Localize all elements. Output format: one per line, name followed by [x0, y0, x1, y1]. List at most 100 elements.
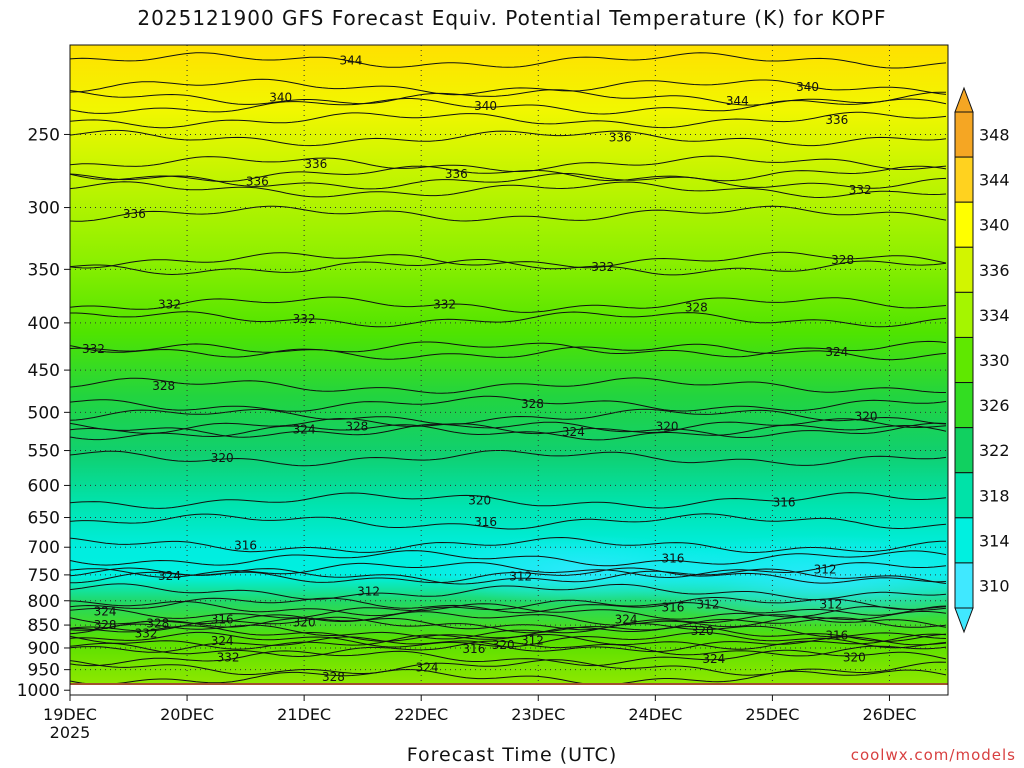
contour-label: 324: [702, 652, 725, 666]
contour-label: 320: [656, 420, 679, 434]
y-tick-label: 400: [28, 314, 60, 334]
contour-label: 332: [82, 342, 105, 356]
contour-label: 332: [293, 312, 316, 326]
colorbar-label: 340: [979, 216, 1010, 235]
contour-line: [70, 251, 947, 269]
contour-line: [70, 296, 947, 313]
y-tick-label: 350: [28, 260, 60, 280]
y-tick-label: 750: [28, 566, 60, 586]
contour-label: 316: [661, 601, 684, 615]
contour-label: 340: [269, 91, 292, 105]
x-year-label: 2025: [50, 723, 91, 742]
contour-line: [70, 631, 947, 649]
x-tick-label: 19DEC: [43, 705, 97, 724]
y-tick-label: 900: [28, 639, 60, 659]
contour-label: 340: [796, 80, 819, 94]
x-axis: 19DEC 20DEC 21DEC 22DEC 23DEC 24DEC 25DEC 26DEC…: [43, 695, 916, 742]
contour-line: [70, 550, 947, 567]
contour-label: 312: [509, 569, 532, 583]
contour-line: [70, 603, 947, 620]
contour-line: [70, 599, 947, 617]
y-tick-label: 800: [28, 592, 60, 612]
y-tick-label: 300: [28, 199, 60, 219]
contour-label: 324: [562, 425, 585, 439]
colorbar-swatch: [954, 562, 974, 609]
contour-label: 316: [773, 495, 796, 509]
contour-line: [70, 633, 947, 650]
y-axis: 250 300 350 400 450 500 550 600 650 700 750 800 850 9…: [17, 125, 70, 701]
grid-lines: [70, 45, 948, 685]
contour-label: 312: [819, 598, 842, 612]
colorbar-label: 348: [979, 126, 1010, 145]
contour-label: 316: [825, 628, 848, 642]
ground-surface: [70, 683, 948, 685]
contour-label: 328: [521, 397, 544, 411]
contour-label: 316: [474, 515, 497, 529]
contour-line: [70, 597, 947, 614]
contour-label: 332: [135, 626, 158, 640]
contour-lines: [70, 52, 947, 685]
contour-label: 336: [445, 167, 468, 181]
x-axis-label: Forecast Time (UTC): [406, 744, 618, 766]
chart-title: 2025121900 GFS Forecast Equiv. Potential…: [137, 6, 887, 30]
contour-label: 328: [152, 379, 175, 393]
contour-line: [70, 311, 947, 328]
contour-label: 336: [609, 131, 632, 145]
contour-line: [70, 408, 947, 425]
contour-label: 312: [697, 598, 720, 612]
colorbar-swatch: [954, 336, 974, 384]
contour-line: [70, 421, 947, 438]
x-tick-label: 26DEC: [862, 705, 916, 724]
contour-label: 340: [474, 99, 497, 113]
contour-line: [70, 424, 947, 441]
contour-label: 324: [825, 345, 848, 359]
contour-labels: 3443403403403443363363363363363363323323…: [82, 54, 878, 684]
colorbar-swatch: [954, 427, 974, 474]
cold-core-mid: [420, 535, 740, 605]
contour-line: [70, 513, 947, 530]
contour-label: 312: [521, 633, 544, 647]
contour-label: 320: [468, 494, 491, 508]
x-tick-label: 20DEC: [160, 705, 214, 724]
contour-label: 316: [661, 552, 684, 566]
y-tick-label: 550: [28, 442, 60, 462]
contour-line: [70, 343, 947, 361]
y-tick-label: 700: [28, 538, 60, 558]
contour-line: [70, 165, 947, 182]
contour-label: 320: [211, 451, 234, 465]
contour-line: [70, 640, 947, 658]
contour-label: 324: [615, 612, 638, 626]
contour-label: 316: [462, 642, 485, 656]
contour-label: 320: [492, 638, 515, 652]
contour-label: 316: [234, 539, 257, 553]
colorbar-swatch: [954, 201, 974, 248]
colorbar-swatch: [954, 517, 974, 564]
colorbar: 348 344 340 336 334 330 326 322 318 314 310: [954, 86, 1010, 634]
colorbar-swatch: [954, 291, 974, 338]
contour-label: 324: [293, 423, 316, 437]
contour-label: 324: [94, 605, 117, 619]
x-tick-label: 25DEC: [745, 705, 799, 724]
contour-line: [70, 622, 947, 640]
x-tick-label: 21DEC: [277, 705, 331, 724]
contour-line: [70, 562, 947, 579]
contour-label: 312: [357, 585, 380, 599]
contour-label: 320: [293, 616, 316, 630]
credit-link[interactable]: coolwx.com/models: [850, 746, 1016, 764]
colorbar-swatch: [954, 382, 974, 429]
contour-label: 328: [685, 301, 708, 315]
contour-line: [70, 450, 947, 467]
contour-line: [70, 98, 947, 115]
x-tick-label: 22DEC: [394, 705, 448, 724]
contour-line: [70, 492, 947, 509]
contour-line: [70, 649, 947, 667]
contour-line: [70, 111, 947, 129]
contour-label: 336: [304, 157, 327, 171]
colorbar-swatch: [954, 156, 974, 203]
colorbar-label: 326: [979, 396, 1010, 415]
plot-area: [70, 45, 948, 685]
contour-line: [70, 52, 947, 69]
colorbar-label: 336: [979, 261, 1010, 280]
x-tick-label: 24DEC: [628, 705, 682, 724]
y-tick-label: 500: [28, 403, 60, 423]
